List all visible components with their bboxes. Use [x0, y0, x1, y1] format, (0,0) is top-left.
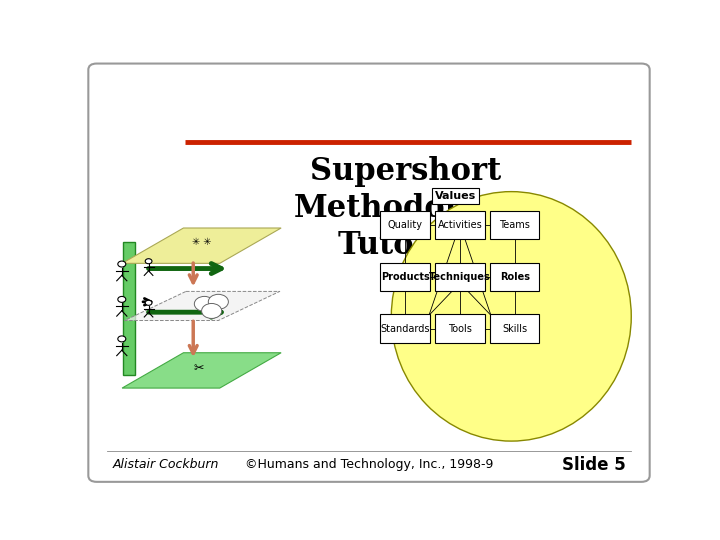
Text: ✳ ✳: ✳ ✳: [192, 238, 211, 247]
FancyBboxPatch shape: [435, 262, 485, 291]
Polygon shape: [123, 241, 135, 375]
Text: Standards: Standards: [380, 324, 430, 334]
Text: ©Humans and Technology, Inc., 1998-9: ©Humans and Technology, Inc., 1998-9: [245, 458, 493, 471]
Ellipse shape: [392, 192, 631, 441]
Text: Techniques: Techniques: [429, 272, 491, 282]
Circle shape: [145, 259, 152, 264]
FancyBboxPatch shape: [89, 64, 649, 482]
FancyBboxPatch shape: [490, 211, 539, 239]
Text: Tools: Tools: [448, 324, 472, 334]
Text: Products: Products: [381, 272, 430, 282]
Circle shape: [194, 296, 215, 312]
FancyBboxPatch shape: [435, 314, 485, 343]
Polygon shape: [125, 292, 279, 321]
Text: ✂: ✂: [194, 362, 204, 375]
Text: Slide 5: Slide 5: [562, 456, 626, 474]
Circle shape: [208, 294, 228, 309]
Text: Supershort
Methodology
Tutorial: Supershort Methodology Tutorial: [294, 156, 517, 261]
Circle shape: [118, 336, 126, 342]
FancyBboxPatch shape: [490, 262, 539, 291]
Polygon shape: [122, 353, 281, 388]
FancyBboxPatch shape: [490, 314, 539, 343]
Polygon shape: [122, 228, 281, 264]
Text: Activities: Activities: [438, 220, 482, 230]
Text: Roles: Roles: [500, 272, 530, 282]
Circle shape: [202, 303, 222, 319]
Text: Alistair Cockburn: Alistair Cockburn: [112, 458, 219, 471]
Text: Skills: Skills: [502, 324, 527, 334]
Circle shape: [118, 296, 126, 302]
FancyBboxPatch shape: [380, 211, 430, 239]
FancyBboxPatch shape: [435, 211, 485, 239]
Circle shape: [118, 261, 126, 267]
FancyBboxPatch shape: [380, 262, 430, 291]
Text: Teams: Teams: [499, 220, 530, 230]
Text: Quality: Quality: [388, 220, 423, 230]
FancyBboxPatch shape: [380, 314, 430, 343]
Circle shape: [145, 300, 152, 305]
Text: Values: Values: [435, 191, 476, 201]
